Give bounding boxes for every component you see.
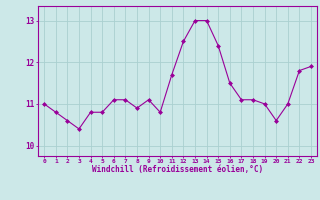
- X-axis label: Windchill (Refroidissement éolien,°C): Windchill (Refroidissement éolien,°C): [92, 165, 263, 174]
